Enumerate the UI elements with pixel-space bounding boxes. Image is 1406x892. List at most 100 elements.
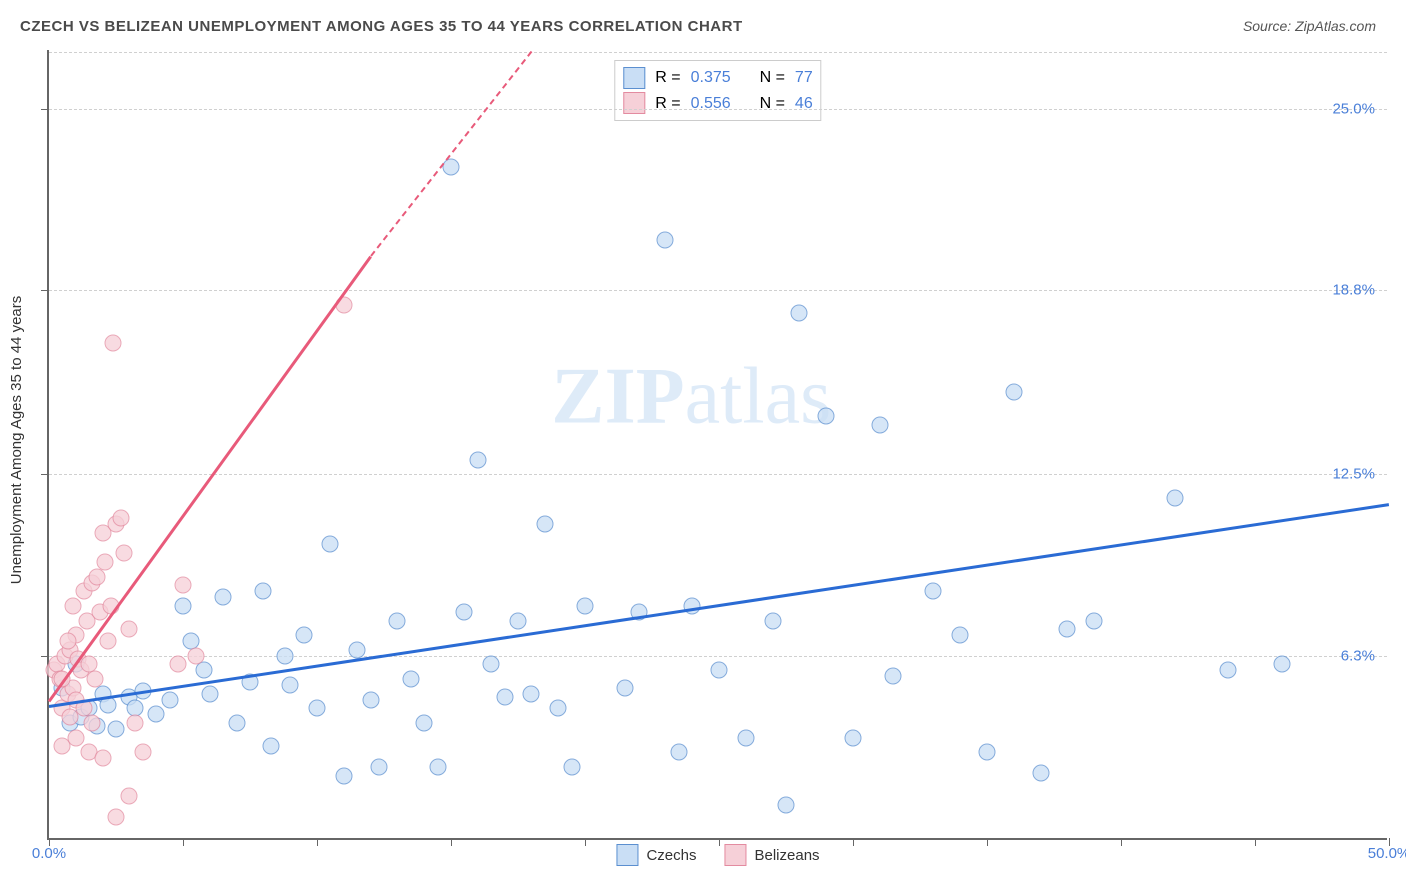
data-point-czechs [536,516,553,533]
gridline-h [49,656,1387,657]
data-point-czechs [952,627,969,644]
data-point-belizeans [89,568,106,585]
data-point-czechs [1086,612,1103,629]
data-point-belizeans [116,545,133,562]
data-point-belizeans [188,647,205,664]
n-value-belizeans: 46 [795,91,813,117]
chart-title: CZECH VS BELIZEAN UNEMPLOYMENT AMONG AGE… [20,18,743,35]
swatch-belizeans [623,92,645,114]
legend-item-belizeans: Belizeans [724,844,819,866]
gridline-h [49,290,1387,291]
data-point-czechs [885,668,902,685]
data-point-czechs [309,700,326,717]
chart-legend: Czechs Belizeans [616,844,819,866]
data-point-belizeans [105,334,122,351]
data-point-czechs [322,536,339,553]
data-point-czechs [778,796,795,813]
data-point-czechs [577,597,594,614]
data-point-czechs [335,767,352,784]
legend-item-czechs: Czechs [616,844,696,866]
data-point-belizeans [83,714,100,731]
data-point-belizeans [94,750,111,767]
data-point-czechs [1273,656,1290,673]
data-point-czechs [711,662,728,679]
gridline-h [49,474,1387,475]
data-point-czechs [523,685,540,702]
chart-source: Source: ZipAtlas.com [1243,18,1376,34]
x-tick-label: 50.0% [1368,845,1406,862]
data-point-czechs [196,662,213,679]
data-point-belizeans [86,671,103,688]
data-point-czechs [979,744,996,761]
data-point-czechs [1220,662,1237,679]
data-point-belizeans [65,597,82,614]
data-point-czechs [282,676,299,693]
data-point-czechs [871,416,888,433]
data-point-czechs [657,232,674,249]
data-point-belizeans [113,510,130,527]
x-tick-label: 0.0% [32,845,66,862]
data-point-czechs [456,603,473,620]
data-point-belizeans [99,633,116,650]
legend-swatch-belizeans [724,844,746,866]
data-point-belizeans [121,788,138,805]
data-point-czechs [148,706,165,723]
data-point-czechs [563,758,580,775]
data-point-czechs [215,589,232,606]
data-point-czechs [276,647,293,664]
data-point-czechs [469,451,486,468]
data-point-czechs [1005,384,1022,401]
data-point-czechs [201,685,218,702]
data-point-czechs [175,597,192,614]
scatter-plot-area: ZIPatlas R = 0.375 N = 77 R = 0.556 N = … [47,50,1387,840]
trendline [48,255,372,701]
r-value-czechs: 0.375 [691,65,731,91]
data-point-belizeans [175,577,192,594]
data-point-czechs [389,612,406,629]
data-point-czechs [617,679,634,696]
data-point-czechs [510,612,527,629]
data-point-czechs [255,583,272,600]
chart-header: CZECH VS BELIZEAN UNEMPLOYMENT AMONG AGE… [20,18,1386,40]
data-point-belizeans [108,808,125,825]
data-point-czechs [263,738,280,755]
data-point-czechs [791,305,808,322]
data-point-czechs [402,671,419,688]
y-tick-label: 18.8% [1332,281,1375,298]
data-point-czechs [228,714,245,731]
data-point-belizeans [126,714,143,731]
data-point-czechs [550,700,567,717]
n-value-czechs: 77 [795,65,813,91]
data-point-czechs [416,714,433,731]
data-point-czechs [1166,489,1183,506]
r-value-belizeans: 0.556 [691,91,731,117]
data-point-czechs [349,641,366,658]
legend-swatch-czechs [616,844,638,866]
correlation-stats-box: R = 0.375 N = 77 R = 0.556 N = 46 [614,60,821,121]
swatch-czechs [623,67,645,89]
y-tick-label: 6.3% [1341,647,1375,664]
data-point-czechs [370,758,387,775]
data-point-czechs [429,758,446,775]
data-point-czechs [845,729,862,746]
data-point-czechs [295,627,312,644]
y-tick-label: 12.5% [1332,466,1375,483]
stats-row-belizeans: R = 0.556 N = 46 [623,91,812,117]
gridline-h [49,109,1387,110]
data-point-czechs [1032,764,1049,781]
data-point-czechs [108,720,125,737]
data-point-czechs [1059,621,1076,638]
data-point-czechs [161,691,178,708]
data-point-czechs [737,729,754,746]
data-point-czechs [496,688,513,705]
data-point-belizeans [59,633,76,650]
data-point-belizeans [134,744,151,761]
data-point-belizeans [97,554,114,571]
data-point-czechs [925,583,942,600]
data-point-belizeans [121,621,138,638]
watermark: ZIPatlas [551,351,831,442]
data-point-czechs [670,744,687,761]
data-point-belizeans [67,729,84,746]
data-point-belizeans [169,656,186,673]
y-tick-label: 25.0% [1332,100,1375,117]
